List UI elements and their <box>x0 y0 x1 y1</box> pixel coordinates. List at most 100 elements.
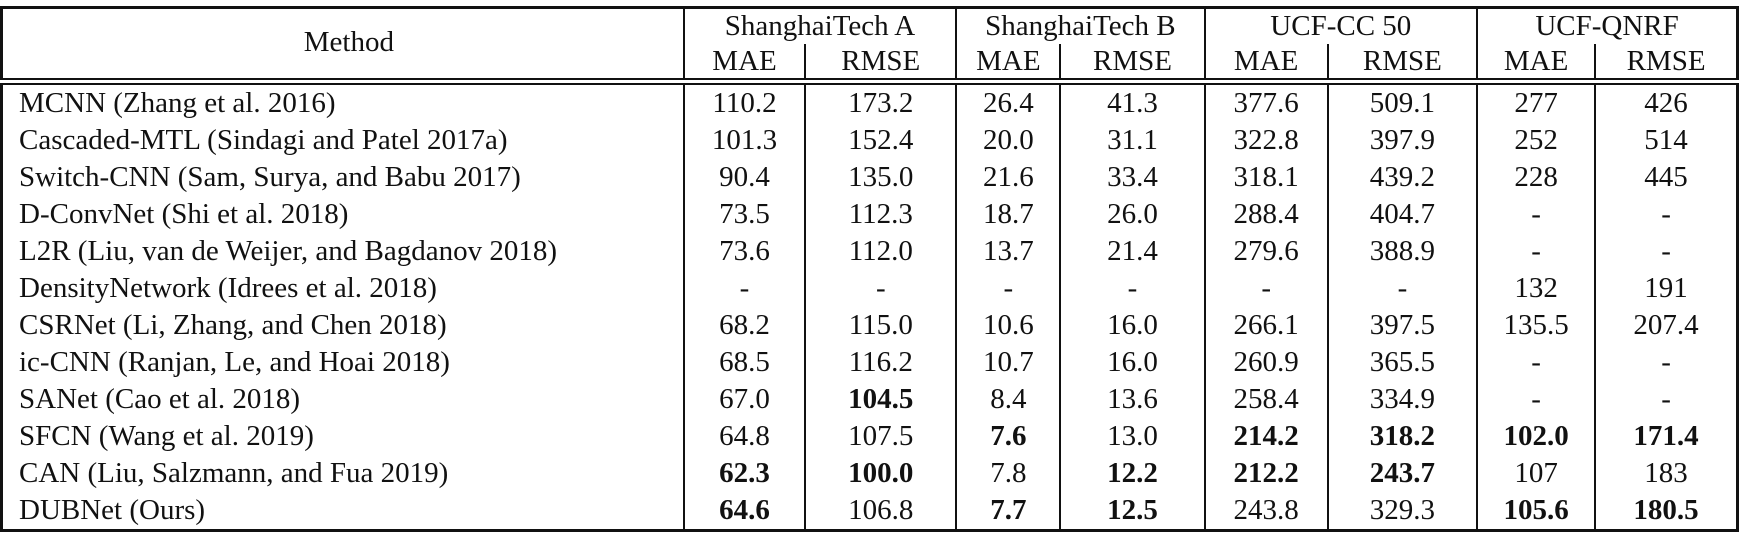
col-header-sha-rmse: RMSE <box>804 44 957 85</box>
col-header-shb-rmse: RMSE <box>1059 44 1205 85</box>
method-name-cell: SANet (Cao et al. 2018) <box>19 383 301 415</box>
metric-value-cell: 68.2 <box>682 307 806 344</box>
metric-value-cell: 404.7 <box>1326 196 1478 233</box>
group-header-ucf-cc-50: UCF-CC 50 <box>1203 7 1478 44</box>
metric-value-cell: 12.5 <box>1059 492 1205 531</box>
metric-value-cell: 21.4 <box>1059 233 1205 270</box>
metric-value-cell: 68.5 <box>682 344 806 381</box>
metric-value-cell: 64.8 <box>682 418 806 455</box>
metric-value-cell: 334.9 <box>1326 381 1478 418</box>
metric-value-cell: - <box>1594 381 1738 418</box>
table-row: ic-CNN (Ranjan, Le, and Hoai 2018) 68.5 11… <box>2 344 1738 381</box>
table-row: CSRNet (Li, Zhang, and Chen 2018) 68.2 115… <box>2 307 1738 344</box>
metric-value-cell: 12.2 <box>1059 455 1205 492</box>
metric-value-cell: - <box>682 270 806 307</box>
metric-value-cell: - <box>1594 196 1738 233</box>
metric-value-cell: 67.0 <box>682 381 806 418</box>
metric-value-cell: 260.9 <box>1203 344 1328 381</box>
col-header-ucf50-mae: MAE <box>1203 44 1328 85</box>
metric-value-cell: 243.8 <box>1203 492 1328 531</box>
metric-value-cell: 388.9 <box>1326 233 1478 270</box>
metric-value-cell: 100.0 <box>804 455 957 492</box>
method-name-cell: DUBNet (Ours) <box>19 494 206 526</box>
group-header-shanghaitech-a: ShanghaiTech A <box>682 7 957 44</box>
method-name-cell: CAN (Liu, Salzmann, and Fua 2019) <box>19 457 449 489</box>
metric-value-cell: 64.6 <box>682 492 806 531</box>
table-row: Cascaded-MTL (Sindagi and Patel 2017a) 10… <box>2 122 1738 159</box>
table-header: Method ShanghaiTech A ShanghaiTech B UCF… <box>1 7 1738 85</box>
method-name-cell: Switch-CNN (Sam, Surya, and Babu 2017) <box>19 161 521 193</box>
metric-value-cell: - <box>804 270 957 307</box>
metric-value-cell: 397.9 <box>1326 122 1478 159</box>
metric-value-cell: 258.4 <box>1203 381 1328 418</box>
metric-value-cell: 8.4 <box>955 381 1061 418</box>
method-name-cell: DensityNetwork (Idrees et al. 2018) <box>19 272 437 304</box>
metric-value-cell: - <box>1476 381 1596 418</box>
metric-value-cell: 365.5 <box>1326 344 1478 381</box>
metric-value-cell: 277 <box>1476 81 1596 122</box>
metric-value-cell: 173.2 <box>804 81 957 122</box>
metric-value-cell: 279.6 <box>1203 233 1328 270</box>
metric-value-cell: 445 <box>1594 159 1738 196</box>
metric-value-cell: 135.5 <box>1476 307 1596 344</box>
metric-value-cell: 13.7 <box>955 233 1061 270</box>
table-row: DensityNetwork (Idrees et al. 2018) - - - - -… <box>2 270 1738 307</box>
metric-value-cell: - <box>1476 196 1596 233</box>
metric-value-cell: 112.3 <box>804 196 957 233</box>
metric-value-cell: 62.3 <box>682 455 806 492</box>
metric-value-cell: 183 <box>1594 455 1738 492</box>
metric-value-cell: 7.8 <box>955 455 1061 492</box>
method-name-cell: MCNN (Zhang et al. 2016) <box>19 87 336 119</box>
metric-value-cell: 115.0 <box>804 307 957 344</box>
method-name-cell: SFCN (Wang et al. 2019) <box>19 420 314 452</box>
table-row: DUBNet (Ours) 64.6 106.8 7.7 12.5 243.8 329.3 1… <box>2 492 1738 531</box>
metric-value-cell: 73.6 <box>682 233 806 270</box>
metric-value-cell: 266.1 <box>1203 307 1328 344</box>
metric-value-cell: 112.0 <box>804 233 957 270</box>
metric-value-cell: 7.6 <box>955 418 1061 455</box>
col-header-qnrf-rmse: RMSE <box>1594 44 1738 85</box>
metric-value-cell: 252 <box>1476 122 1596 159</box>
metric-value-cell: 107 <box>1476 455 1596 492</box>
metric-value-cell: - <box>1059 270 1205 307</box>
table-row: SANet (Cao et al. 2018) 67.0 104.5 8.4 13.6 2… <box>2 381 1738 418</box>
method-name-cell: D-ConvNet (Shi et al. 2018) <box>19 198 349 230</box>
results-table: Method ShanghaiTech A ShanghaiTech B UCF… <box>0 6 1739 532</box>
metric-value-cell: 18.7 <box>955 196 1061 233</box>
table-row: L2R (Liu, van de Weijer, and Bagdanov 20… <box>2 233 1738 270</box>
metric-value-cell: - <box>1476 344 1596 381</box>
metric-value-cell: 10.7 <box>955 344 1061 381</box>
metric-value-cell: 132 <box>1476 270 1596 307</box>
method-name-cell: CSRNet (Li, Zhang, and Chen 2018) <box>19 309 447 341</box>
metric-value-cell: 288.4 <box>1203 196 1328 233</box>
metric-value-cell: 329.3 <box>1326 492 1478 531</box>
metric-value-cell: 21.6 <box>955 159 1061 196</box>
group-header-ucf-qnrf: UCF-QNRF <box>1476 7 1738 44</box>
metric-value-cell: 104.5 <box>804 381 957 418</box>
method-column-header: Method <box>1 7 685 85</box>
metric-value-cell: 20.0 <box>955 122 1061 159</box>
results-table-body: MCNN (Zhang et al. 2016) 110.2 173.2 26.4 41… <box>2 81 1738 531</box>
metric-value-cell: 26.4 <box>955 81 1061 122</box>
metric-value-cell: 105.6 <box>1476 492 1596 531</box>
metric-value-cell: 439.2 <box>1326 159 1478 196</box>
method-name-cell: L2R (Liu, van de Weijer, and Bagdanov 20… <box>19 235 557 267</box>
method-name-cell: Cascaded-MTL (Sindagi and Patel 2017a) <box>19 124 508 156</box>
table-row: SFCN (Wang et al. 2019) 64.8 107.5 7.6 13.0 2… <box>2 418 1738 455</box>
metric-value-cell: 509.1 <box>1326 81 1478 122</box>
metric-value-cell: 426 <box>1594 81 1738 122</box>
metric-value-cell: 7.7 <box>955 492 1061 531</box>
metric-value-cell: 26.0 <box>1059 196 1205 233</box>
col-header-qnrf-mae: MAE <box>1476 44 1596 85</box>
metric-value-cell: 110.2 <box>682 81 806 122</box>
metric-value-cell: 101.3 <box>682 122 806 159</box>
metric-header-row: MAE RMSE MAE RMSE MAE RMSE MAE RMSE <box>2 44 1738 85</box>
metric-value-cell: 214.2 <box>1203 418 1328 455</box>
metric-value-cell: 106.8 <box>804 492 957 531</box>
metric-value-cell: - <box>1203 270 1328 307</box>
col-header-ucf50-rmse: RMSE <box>1326 44 1478 85</box>
metric-value-cell: 228 <box>1476 159 1596 196</box>
metric-value-cell: - <box>1594 344 1738 381</box>
metric-value-cell: 171.4 <box>1594 418 1738 455</box>
